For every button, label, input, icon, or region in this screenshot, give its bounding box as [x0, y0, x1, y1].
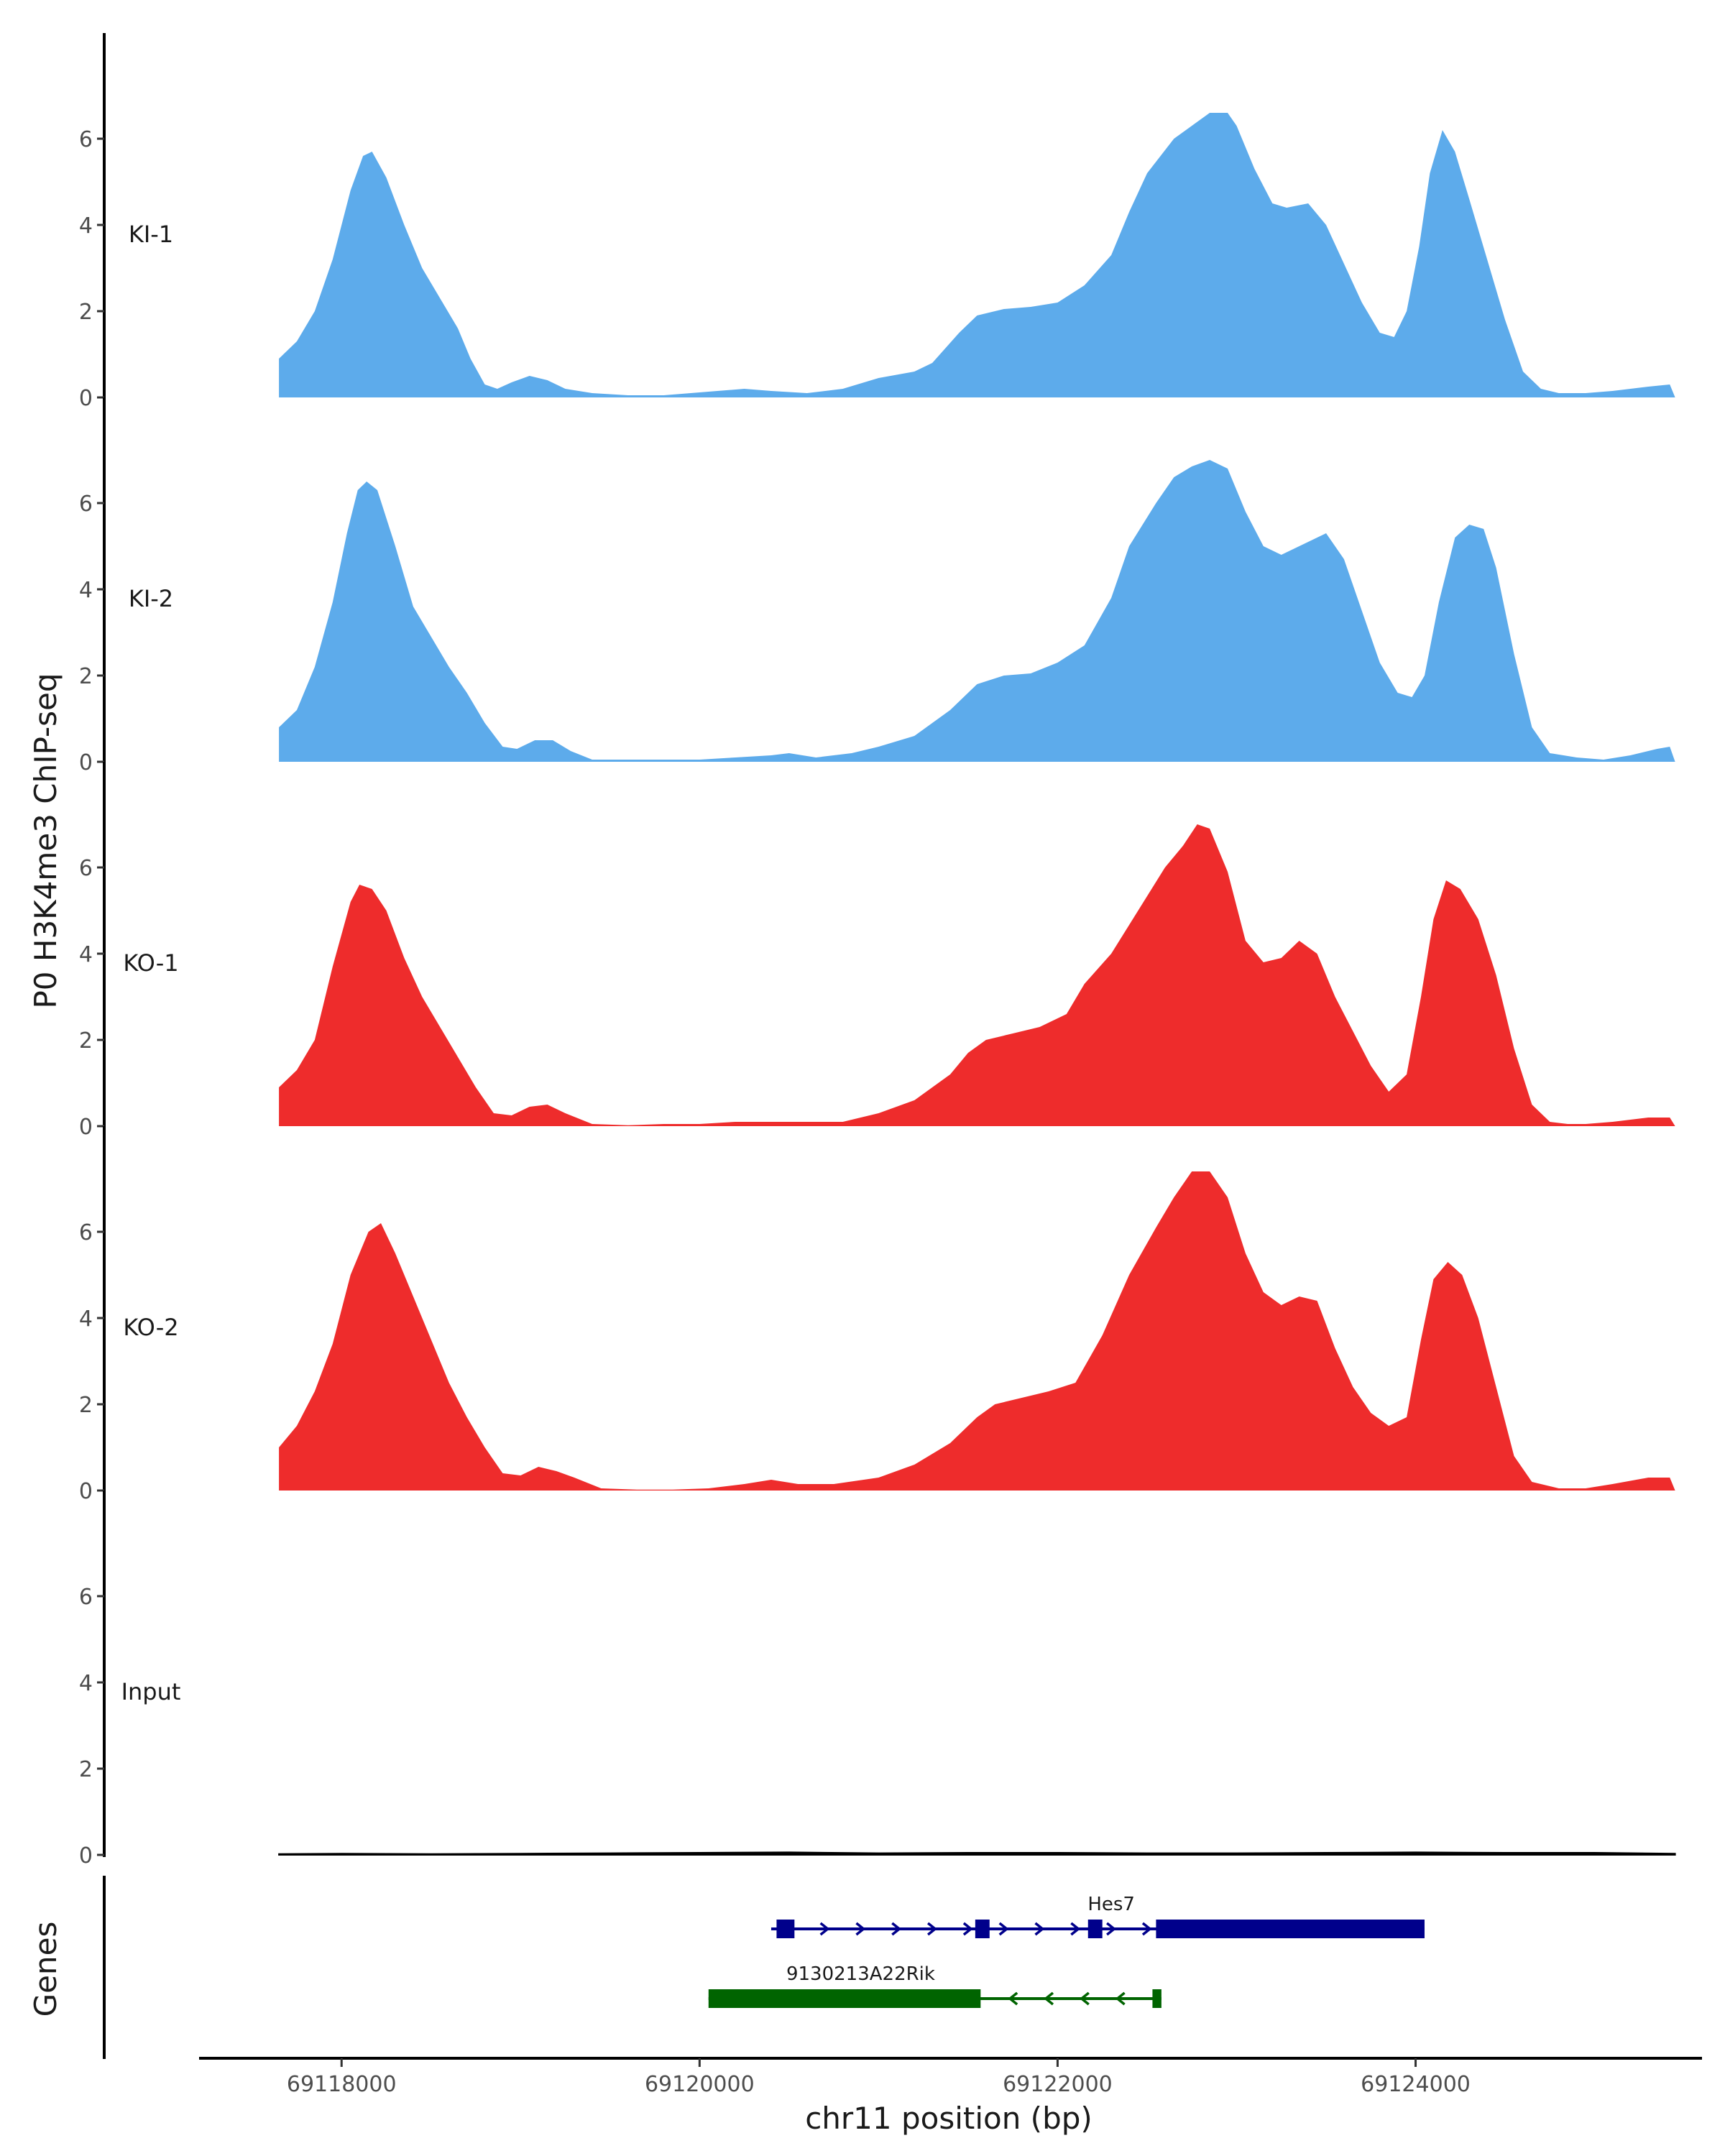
strand-arrow-icon	[927, 1922, 937, 1936]
gene-exon	[708, 1989, 981, 2008]
track-ko-1: 0 2 4 6 KO-1	[79, 762, 1675, 1140]
x-tick-label: 69118000	[287, 2072, 397, 2097]
tracks-layer: 0 2 4 6 KI-1 0 2 4 6 KI-2 0 2 4 6 KO-1 0 2 4 6 KO-2 0 2 4 6 Inpu…	[79, 33, 1676, 1869]
track-ko-2: 0 2 4 6 KO-2	[79, 1126, 1675, 1504]
signal-area-ki-1	[279, 113, 1675, 397]
gene-exon	[975, 1920, 990, 1938]
gene-exon	[776, 1920, 795, 1938]
genes-axis-title: Genes	[28, 1922, 63, 2017]
strand-arrow-icon	[1034, 1922, 1045, 1936]
strand-arrow-icon	[819, 1922, 830, 1936]
x-axis-title: chr11 position (bp)	[805, 2101, 1092, 2136]
y-tick-label: 0	[79, 1843, 93, 1869]
y-tick-label: 0	[79, 750, 93, 775]
gene-label: 9130213A22Rik	[786, 1963, 935, 1985]
track-input: 0 2 4 6 Input	[79, 1491, 1676, 1869]
x-tick-label: 69120000	[645, 2072, 755, 2097]
y-tick-label: 6	[79, 492, 93, 517]
signal-area-ko-2	[279, 1171, 1675, 1491]
strand-arrow-icon	[1115, 1991, 1126, 2006]
signal-area-ko-1	[279, 824, 1675, 1126]
gene-9130213a22rik: 9130213A22Rik	[708, 1963, 1162, 2008]
strand-arrow-icon	[891, 1922, 902, 1936]
y-tick-label: 0	[79, 1115, 93, 1140]
y-tick-label: 4	[79, 213, 93, 239]
track-label: KO-2	[123, 1314, 178, 1341]
gene-label: Hes7	[1087, 1894, 1135, 1915]
strand-arrow-icon	[1070, 1922, 1081, 1936]
signal-area-input	[278, 1851, 1676, 1856]
strand-arrow-icon	[1079, 1991, 1090, 2006]
strand-arrow-icon	[1008, 1991, 1018, 2006]
y-axis-title: P0 H3K4me3 ChIP-seq	[28, 673, 63, 1008]
strand-arrow-icon	[1044, 1991, 1054, 2006]
track-ki-2: 0 2 4 6 KI-2	[79, 397, 1675, 775]
y-tick-label: 2	[79, 1757, 93, 1782]
track-label: KI-2	[129, 585, 173, 612]
strand-arrow-icon	[1106, 1922, 1116, 1936]
y-tick-label: 2	[79, 300, 93, 325]
y-tick-label: 6	[79, 856, 93, 881]
y-tick-label: 6	[79, 1220, 93, 1245]
y-tick-label: 2	[79, 1028, 93, 1054]
strand-arrow-icon	[998, 1922, 1009, 1936]
signal-area-ki-2	[279, 460, 1675, 762]
y-tick-label: 4	[79, 1671, 93, 1696]
y-tick-label: 0	[79, 1479, 93, 1504]
x-tick-label: 69124000	[1361, 2072, 1471, 2097]
x-axis: 69118000 69120000 69122000 69124000	[199, 2057, 1702, 2097]
gene-exon	[1087, 1920, 1103, 1938]
track-label: KO-1	[123, 949, 178, 977]
y-tick-label: 2	[79, 1393, 93, 1418]
y-tick-label: 4	[79, 942, 93, 967]
track-label: Input	[121, 1678, 181, 1705]
track-label: KI-1	[129, 221, 173, 248]
y-tick-label: 2	[79, 664, 93, 689]
strand-arrow-icon	[855, 1922, 866, 1936]
track-ki-1: 0 2 4 6 KI-1	[79, 33, 1675, 411]
y-tick-label: 6	[79, 127, 93, 152]
gene-hes7: Hes7	[770, 1894, 1425, 1938]
gene-exon	[1156, 1920, 1425, 1938]
strand-arrow-icon	[962, 1922, 973, 1936]
gene-exon	[1152, 1989, 1162, 2008]
strand-arrow-icon	[1141, 1922, 1152, 1936]
y-tick-label: 0	[79, 386, 93, 411]
genes-panel: Hes7 9130213A22Rik	[103, 1876, 1425, 2059]
y-tick-label: 4	[79, 578, 93, 603]
y-tick-label: 6	[79, 1585, 93, 1610]
x-tick-label: 69122000	[1003, 2072, 1113, 2097]
y-tick-label: 4	[79, 1307, 93, 1332]
